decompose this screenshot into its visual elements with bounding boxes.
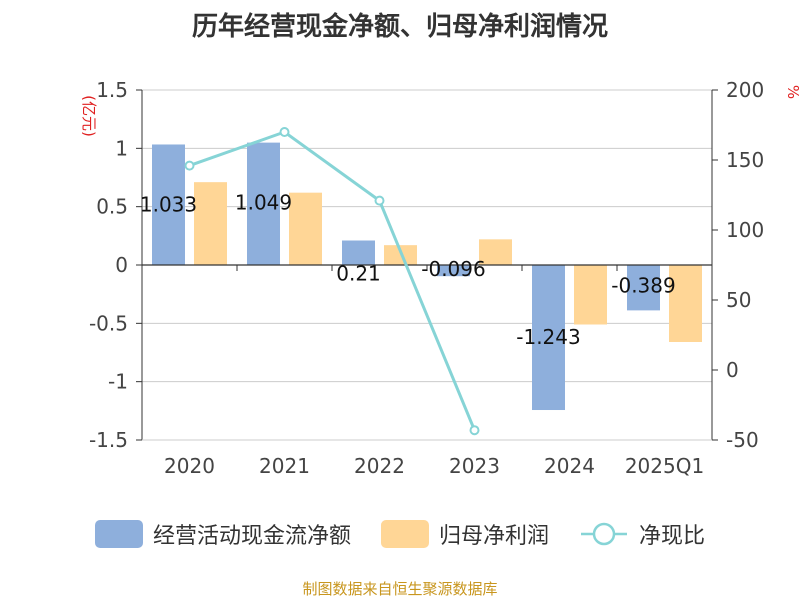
x-tick-label: 2025Q1 [625, 454, 704, 478]
y-left-tick-label: -1 [108, 370, 128, 394]
ratio-point [279, 127, 290, 137]
x-tick-label: 2020 [164, 454, 215, 478]
bar-profit [574, 265, 607, 325]
legend-item-profit[interactable]: 归母净利润 [380, 518, 549, 550]
chart-title: 历年经营现金净额、归母净利润情况 [191, 12, 608, 42]
bar-profit [194, 182, 227, 265]
bar-profit [669, 265, 702, 342]
line-circle-swatch-icon [581, 522, 627, 546]
x-tick-label: 2024 [544, 454, 595, 478]
ratio-point [374, 195, 385, 206]
bar-swatch-icon [380, 520, 429, 548]
legend-label-profit: 归母净利润 [438, 524, 549, 549]
data-label: -0.096 [421, 257, 485, 281]
x-tick-label: 2023 [449, 454, 500, 478]
y-left-tick-label: 1 [115, 136, 128, 160]
legend: 经营活动现金流净额 归母净利润 净现比 [0, 518, 800, 550]
bar-cash [152, 144, 185, 265]
legend-label-ratio: 净现比 [639, 524, 706, 549]
y-left-tick-label: 0.5 [96, 195, 128, 219]
legend-item-cash[interactable]: 经营活动现金流净额 [94, 518, 351, 550]
y-right-tick-label: 100 [726, 218, 764, 242]
y-right-axis-label: % [784, 85, 800, 99]
bar-profit [479, 239, 512, 265]
bar-swatch-icon [94, 520, 143, 548]
bar-cash [247, 142, 280, 265]
y-left-tick-label: -1.5 [89, 428, 128, 452]
y-right-tick-label: 200 [726, 78, 764, 102]
bar-cash [342, 240, 375, 265]
y-right-tick-label: 50 [726, 288, 751, 312]
data-label: 0.21 [336, 262, 381, 286]
data-label: 1.049 [235, 191, 292, 215]
data-label: -0.389 [611, 273, 675, 297]
y-left-tick-label: 0 [115, 253, 128, 277]
bar-cash [627, 265, 660, 311]
y-left-tick-label: 1.5 [96, 78, 128, 102]
y-left-axis-label: (亿元) [80, 95, 98, 137]
legend-item-ratio[interactable]: 净现比 [579, 518, 705, 550]
bar-profit [289, 192, 322, 265]
legend-label-cash: 经营活动现金流净额 [152, 524, 351, 549]
data-label: -1.243 [516, 325, 580, 349]
y-right-tick-label: 0 [726, 358, 739, 382]
source-note: 制图数据来自恒生聚源数据库 [302, 580, 498, 598]
ratio-point [469, 425, 480, 436]
bar-cash [437, 265, 470, 277]
x-tick-label: 2021 [259, 454, 310, 478]
y-right-tick-label: -50 [726, 428, 759, 452]
data-label: 1.033 [140, 192, 197, 216]
ratio-line [188, 130, 476, 431]
x-tick-label: 2022 [354, 454, 405, 478]
y-left-tick-label: -0.5 [89, 311, 128, 335]
ratio-point [184, 160, 195, 171]
bar-cash [532, 265, 565, 411]
y-right-tick-label: 150 [726, 148, 764, 172]
